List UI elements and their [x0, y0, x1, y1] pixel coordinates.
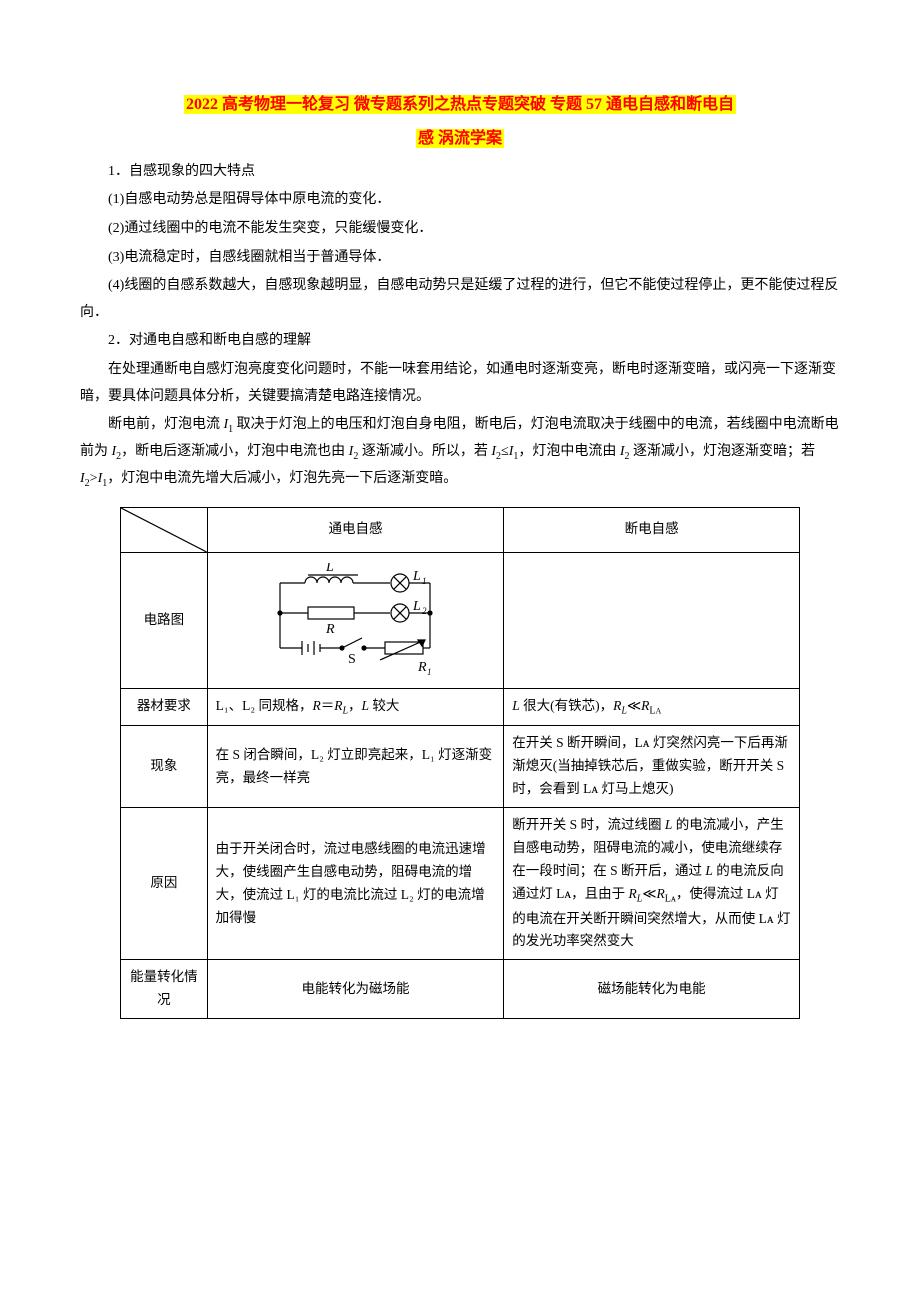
header-off: 断电自感 — [504, 507, 800, 552]
circuit-on-cell: L L1 L2 R S R1 — [207, 552, 504, 688]
section1-item-3: (3)电流稳定时，自感线圈就相当于普通导体． — [80, 245, 840, 272]
table-row-energy: 能量转化情况 电能转化为磁场能 磁场能转化为电能 — [121, 960, 800, 1019]
row-label-phenom: 现象 — [121, 726, 208, 808]
svg-text:2: 2 — [422, 606, 427, 616]
svg-text:R: R — [417, 660, 427, 675]
row-label-reason: 原因 — [121, 808, 208, 960]
p2-d: 逐渐减小。所以，若 — [358, 444, 491, 459]
table-row-header: 通电自感 断电自感 — [121, 507, 800, 552]
table-row-phenom: 现象 在 S 闭合瞬间，L₂ 灯立即亮起来，L₁ 灯逐渐变亮，最终一样亮 在开关… — [121, 726, 800, 808]
title-highlight-2: 感 涡流学案 — [416, 129, 504, 148]
table-row-equip: 器材要求 L₁、L₂ 同规格，R＝RL，L 较大 L 很大(有铁芯)，RL≪RL… — [121, 688, 800, 726]
p2-c: ，断电后逐渐减小，灯泡中电流也由 — [121, 444, 349, 459]
header-diagonal-cell — [121, 507, 208, 552]
table-row-reason: 原因 由于开关闭合时，流过电感线圈的电流迅速增大，使线圈产生自感电动势，阻碍电流… — [121, 808, 800, 960]
energy-on: 电能转化为磁场能 — [207, 960, 504, 1019]
svg-text:L: L — [325, 563, 334, 575]
comparison-table: 通电自感 断电自感 电路图 — [120, 507, 800, 1020]
circuit-diagram: L L1 L2 R S R1 — [250, 563, 460, 678]
energy-off: 磁场能转化为电能 — [504, 960, 800, 1019]
svg-text:1: 1 — [427, 667, 432, 677]
table-row-circuit: 电路图 — [121, 552, 800, 688]
header-on: 通电自感 — [207, 507, 504, 552]
circuit-off-cell — [504, 552, 800, 688]
section2-heading: 2．对通电自感和断电自感的理解 — [80, 328, 840, 355]
phenom-off: 在开关 S 断开瞬间，Lᴀ 灯突然闪亮一下后再渐渐熄灭(当抽掉铁芯后，重做实验，… — [504, 726, 800, 808]
phenom-on: 在 S 闭合瞬间，L₂ 灯立即亮起来，L₁ 灯逐渐变亮，最终一样亮 — [207, 726, 504, 808]
section1-item-2: (2)通过线圈中的电流不能发生突变，只能缓慢变化． — [80, 216, 840, 243]
p2-a: 断电前，灯泡电流 — [108, 417, 224, 432]
section1-heading: 1．自感现象的四大特点 — [80, 159, 840, 186]
section2-p2: 断电前，灯泡电流 I1 取决于灯泡上的电压和灯泡自身电阻，断电后，灯泡电流取决于… — [80, 412, 840, 492]
diagonal-line-icon — [121, 508, 207, 552]
row-label-energy: 能量转化情况 — [121, 960, 208, 1019]
doc-title-line1: 2022 高考物理一轮复习 微专题系列之热点专题突破 专题 57 通电自感和断电… — [80, 90, 840, 120]
section1-item-1: (1)自感电动势总是阻碍导体中原电流的变化． — [80, 187, 840, 214]
row-label-equip: 器材要求 — [121, 688, 208, 726]
p2-e: ，灯泡中电流由 — [518, 444, 620, 459]
section2-p1: 在处理通断电自感灯泡亮度变化问题时，不能一味套用结论，如通电时逐渐变亮，断电时逐… — [80, 357, 840, 410]
p2-g: ，灯泡中电流先增大后减小，灯泡先亮一下后逐渐变暗。 — [107, 471, 457, 486]
title-highlight-1: 2022 高考物理一轮复习 微专题系列之热点专题突破 专题 57 通电自感和断电… — [184, 95, 736, 114]
reason-off: 断开开关 S 时，流过线圈 L 的电流减小，产生自感电动势，阻碍电流的减小，使电… — [504, 808, 800, 960]
svg-text:S: S — [348, 652, 356, 667]
equip-off: L 很大(有铁芯)，RL≪RLA — [504, 688, 800, 726]
p2-f: 逐渐减小，灯泡逐渐变暗；若 — [630, 444, 816, 459]
section1-item-4: (4)线圈的自感系数越大，自感现象越明显，自感电动势只是延缓了过程的进行，但它不… — [80, 273, 840, 326]
svg-text:L: L — [412, 599, 421, 614]
svg-text:L: L — [412, 569, 421, 584]
svg-text:R: R — [325, 622, 335, 637]
doc-title-line2: 感 涡流学案 — [80, 124, 840, 154]
equip-on: L₁、L₂ 同规格，R＝RL，L 较大 — [207, 688, 504, 726]
reason-on: 由于开关闭合时，流过电感线圈的电流迅速增大，使线圈产生自感电动势，阻碍电流的增大… — [207, 808, 504, 960]
svg-text:1: 1 — [422, 576, 427, 586]
row-label-circuit: 电路图 — [121, 552, 208, 688]
